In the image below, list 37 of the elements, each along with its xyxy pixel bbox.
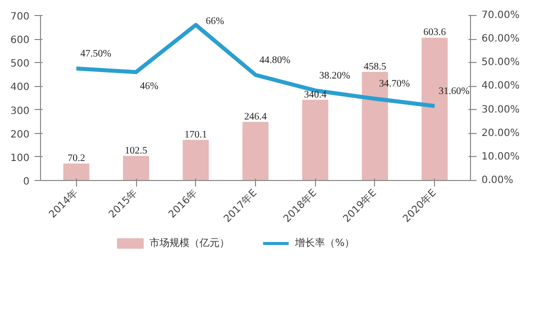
y-tick-label: 600 — [10, 35, 30, 46]
data-label: 603.6 — [423, 27, 446, 38]
y-tick-label: 100 — [10, 152, 30, 164]
legend-label: 增长率（%） — [294, 237, 355, 249]
y2-tick-label: 60.00% — [482, 34, 520, 45]
bar — [123, 156, 150, 180]
y-tick-label: 200 — [10, 129, 30, 140]
data-label: 31.60% — [438, 86, 470, 98]
y2-tick-label: 70.00% — [482, 10, 520, 21]
y-tick-label: 700 — [10, 12, 30, 22]
bar — [182, 140, 209, 180]
y-tick-label: 400 — [10, 82, 30, 94]
y-tick-label: 0 — [23, 176, 30, 188]
legend-label: 市场规模（亿元） — [150, 237, 230, 249]
data-label: 47.50% — [80, 48, 112, 60]
data-label: 44.80% — [260, 54, 290, 66]
data-label: 70.2 — [68, 152, 86, 164]
y2-tick-label: 10.00% — [482, 151, 520, 162]
y2-tick-label: 20.00% — [482, 128, 520, 139]
bar — [242, 122, 269, 180]
data-label: 34.70% — [378, 78, 410, 90]
data-label: 246.4 — [244, 111, 267, 122]
data-label: 66% — [206, 16, 224, 27]
y2-tick-label: 40.00% — [482, 80, 520, 92]
bar — [302, 100, 328, 180]
y2-tick-label: 0.00% — [482, 175, 514, 186]
y-tick-label: 500 — [10, 58, 30, 70]
bar — [63, 163, 90, 180]
data-label: 340.4 — [304, 89, 326, 100]
data-label: 46% — [140, 81, 158, 92]
data-label: 170.1 — [184, 129, 208, 140]
y2-tick-label: 50.00% — [482, 57, 520, 68]
data-label: 38.20% — [319, 70, 350, 82]
data-label: 458.5 — [364, 61, 386, 72]
data-label: 102.5 — [124, 145, 148, 156]
y-tick-label: 300 — [10, 106, 30, 117]
y2-tick-label: 30.00% — [482, 104, 520, 116]
